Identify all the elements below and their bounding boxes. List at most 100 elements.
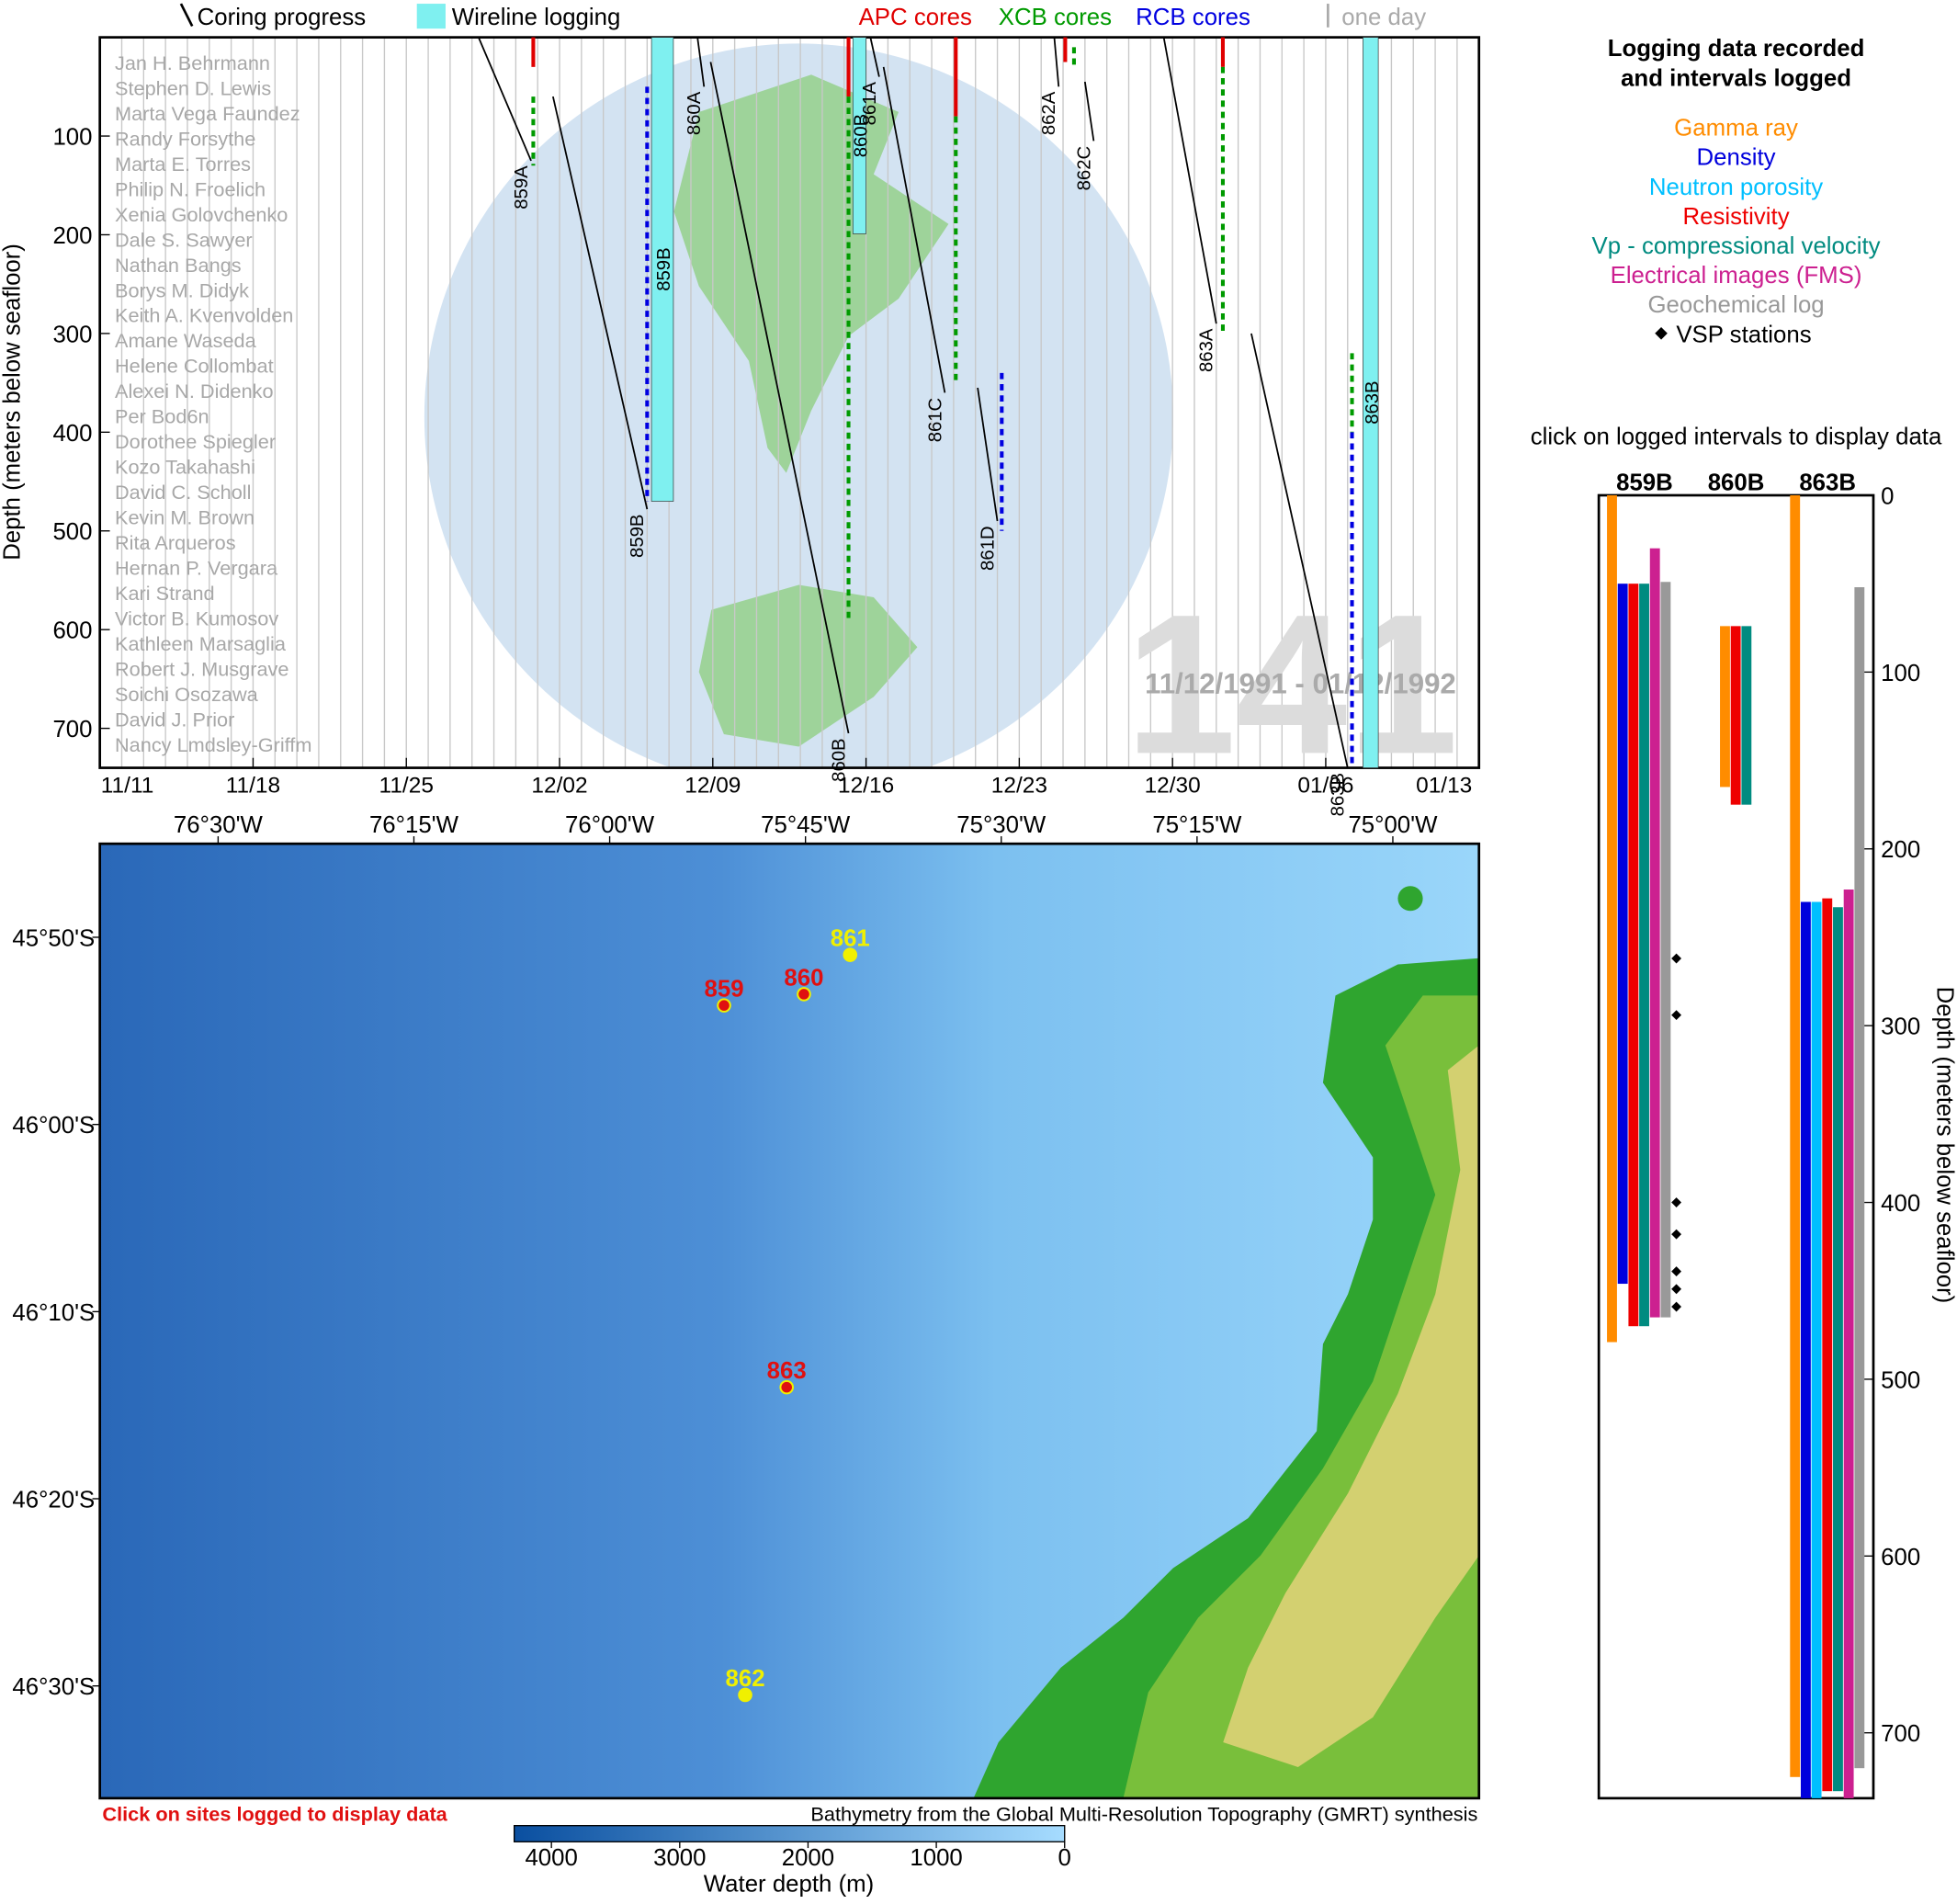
site-marker[interactable] bbox=[738, 1687, 752, 1703]
tool-legend: Gamma ray bbox=[1674, 116, 1798, 142]
log-interval[interactable] bbox=[1720, 626, 1730, 788]
scientist-name: Rita Arqueros bbox=[115, 531, 236, 554]
scientist-name: Nancy Lmdsley-Griffm bbox=[115, 733, 311, 756]
scientist-name: Kari Strand bbox=[115, 582, 215, 605]
log-interval[interactable] bbox=[1628, 584, 1639, 1327]
y-tick-label: 200 bbox=[52, 223, 92, 249]
x-tick-label: 12/23 bbox=[991, 774, 1047, 799]
tool-legend: VSP stations bbox=[1676, 322, 1811, 347]
log-interval[interactable] bbox=[1843, 890, 1854, 1798]
site-marker[interactable] bbox=[843, 947, 858, 962]
log-interval[interactable] bbox=[1811, 901, 1822, 1798]
coring-line bbox=[478, 37, 532, 162]
legend-label: APC cores bbox=[859, 5, 972, 30]
coring-line bbox=[882, 66, 946, 393]
lon-label: 75°00'W bbox=[1348, 812, 1438, 838]
lon-label: 75°30'W bbox=[956, 812, 1046, 838]
site-label[interactable]: 863 bbox=[767, 1358, 807, 1384]
log-interval[interactable] bbox=[1607, 494, 1617, 1343]
coring-line bbox=[1053, 37, 1060, 87]
globe bbox=[424, 43, 1173, 768]
vsp-station bbox=[1671, 1284, 1682, 1295]
hole-label: 863B bbox=[1329, 773, 1349, 816]
scientist-name: Keith A. Kvenvolden bbox=[115, 304, 293, 327]
log-interval[interactable] bbox=[1833, 907, 1843, 1792]
x-tick-label: 12/16 bbox=[838, 774, 894, 799]
log-interval[interactable] bbox=[1790, 494, 1801, 1777]
logging-legend-key bbox=[416, 4, 446, 29]
vsp-legend-key bbox=[1655, 327, 1668, 340]
legend-label: one day bbox=[1341, 5, 1426, 30]
coring-line bbox=[1250, 333, 1349, 768]
colorbar-label: Water depth (m) bbox=[704, 1871, 874, 1897]
lon-label: 76°15'W bbox=[369, 812, 459, 838]
site-marker[interactable] bbox=[797, 987, 811, 1002]
log-interval[interactable] bbox=[1741, 626, 1752, 805]
log-interval[interactable] bbox=[1730, 626, 1741, 805]
scientist-name: Xenia Golovchenko bbox=[115, 203, 288, 226]
colorbar-tick-label: 3000 bbox=[653, 1845, 706, 1871]
log-interval[interactable] bbox=[1800, 901, 1811, 1798]
hole-label: 861D bbox=[978, 526, 998, 571]
hole-label: 861A bbox=[860, 82, 880, 126]
hole-label: 860A bbox=[684, 91, 705, 135]
legend-label: Wireline logging bbox=[452, 5, 621, 30]
bathymetry bbox=[99, 844, 1479, 1798]
y-tick-label: 600 bbox=[52, 618, 92, 644]
lat-label: 46°30'S bbox=[12, 1674, 95, 1700]
legend-label: XCB cores bbox=[999, 5, 1112, 30]
colorbar-tick-label: 0 bbox=[1058, 1845, 1071, 1871]
lon-label: 75°45'W bbox=[761, 812, 851, 838]
y-tick-label: 700 bbox=[1881, 1721, 1920, 1747]
y-tick-label: 200 bbox=[1881, 837, 1920, 863]
site-label[interactable]: 862 bbox=[726, 1666, 765, 1692]
panel-prompt: click on logged intervals to display dat… bbox=[1531, 425, 1942, 450]
log-interval[interactable] bbox=[1617, 584, 1628, 1285]
scientist-name: Victor B. Kumosov bbox=[115, 607, 278, 630]
vsp-station bbox=[1671, 1301, 1682, 1312]
x-tick-label: 01/13 bbox=[1416, 774, 1472, 799]
lat-label: 46°10'S bbox=[12, 1300, 95, 1326]
scientist-name: Kevin M. Brown bbox=[115, 506, 255, 529]
vsp-station bbox=[1671, 1197, 1682, 1207]
scientist-name: Hernan P. Vergara bbox=[115, 557, 278, 580]
scientist-name: Helene Collombat bbox=[115, 355, 274, 378]
y-tick-label: 600 bbox=[1881, 1545, 1920, 1570]
site-marker[interactable] bbox=[717, 998, 731, 1013]
log-interval[interactable] bbox=[1822, 898, 1833, 1792]
scientist-name: Kozo Takahashi bbox=[115, 456, 255, 479]
scientist-name: Nathan Bangs bbox=[115, 254, 242, 277]
hole-label: 861C bbox=[925, 398, 945, 443]
site-label[interactable]: 859 bbox=[704, 977, 743, 1003]
colorbar-tick-label: 1000 bbox=[910, 1845, 962, 1871]
coring-line bbox=[696, 37, 706, 87]
map-note: Click on sites logged to display data bbox=[102, 1802, 447, 1825]
scientist-name: Jan H. Behrmann bbox=[115, 51, 270, 74]
hole-label: 860B bbox=[829, 738, 849, 781]
scientist-name: David C. Scholl bbox=[115, 481, 251, 504]
y-tick-label: 100 bbox=[52, 125, 92, 151]
site-label[interactable]: 860 bbox=[784, 965, 823, 991]
lon-label: 76°30'W bbox=[174, 812, 264, 838]
site-marker[interactable] bbox=[779, 1379, 795, 1395]
log-interval[interactable] bbox=[1639, 584, 1649, 1327]
colorbar-tick-label: 4000 bbox=[525, 1845, 577, 1871]
y-tick-label: 400 bbox=[52, 421, 92, 447]
y-tick-label: 700 bbox=[52, 717, 92, 742]
map-frame bbox=[98, 842, 1481, 1800]
scientist-name: Stephen D. Lewis bbox=[115, 76, 271, 99]
y-tick-label: 500 bbox=[1881, 1367, 1920, 1393]
coring-line bbox=[869, 37, 880, 77]
logging-bar bbox=[852, 37, 866, 234]
tool-legend: Resistivity bbox=[1682, 204, 1789, 230]
site-label[interactable]: 861 bbox=[831, 926, 870, 952]
vsp-station bbox=[1671, 1266, 1682, 1276]
scientist-name: Dale S. Sawyer bbox=[115, 228, 253, 251]
logging-frame bbox=[1597, 493, 1875, 1800]
log-interval[interactable] bbox=[1854, 587, 1865, 1769]
log-interval[interactable] bbox=[1660, 582, 1671, 1318]
log-interval[interactable] bbox=[1649, 548, 1660, 1318]
coring-line bbox=[1083, 81, 1095, 142]
scientist-name: Amane Waseda bbox=[115, 329, 257, 352]
